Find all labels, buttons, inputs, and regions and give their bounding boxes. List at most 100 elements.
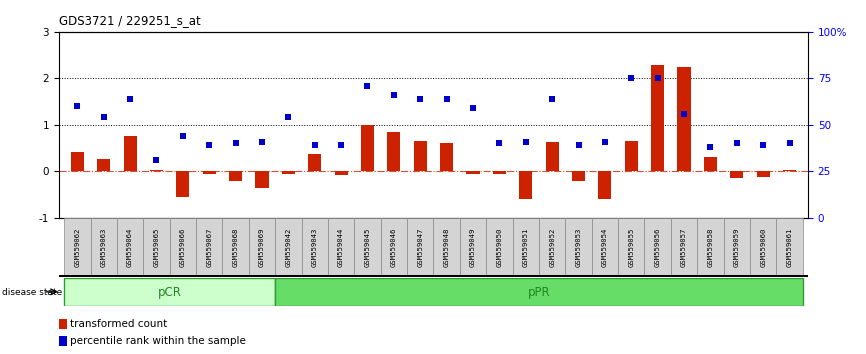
Bar [651, 65, 664, 171]
Bar [255, 171, 268, 188]
Text: GSM559062: GSM559062 [74, 227, 81, 267]
Point [703, 144, 717, 150]
Point [123, 96, 137, 102]
FancyBboxPatch shape [381, 218, 407, 276]
FancyBboxPatch shape [196, 218, 223, 276]
Text: GSM559055: GSM559055 [628, 227, 634, 267]
Point [519, 139, 533, 144]
Point [730, 141, 744, 146]
Bar [150, 170, 163, 171]
Bar [124, 136, 137, 171]
Bar [598, 171, 611, 199]
Point [360, 83, 374, 88]
Bar [308, 154, 321, 171]
Bar [334, 171, 348, 175]
Point [624, 75, 638, 81]
Point [97, 115, 111, 120]
Text: transformed count: transformed count [70, 319, 167, 329]
Point [546, 96, 559, 102]
Text: GSM559048: GSM559048 [443, 227, 449, 267]
FancyBboxPatch shape [223, 218, 249, 276]
Point [334, 142, 348, 148]
Text: GSM559052: GSM559052 [549, 227, 555, 267]
Bar [275, 278, 803, 306]
Text: percentile rank within the sample: percentile rank within the sample [70, 336, 246, 346]
Bar [730, 171, 743, 178]
Point [70, 103, 84, 109]
FancyBboxPatch shape [170, 218, 196, 276]
Text: GDS3721 / 229251_s_at: GDS3721 / 229251_s_at [59, 14, 201, 27]
Bar [757, 171, 770, 177]
FancyBboxPatch shape [671, 218, 697, 276]
Bar [59, 319, 67, 329]
Bar [64, 278, 275, 306]
Text: GSM559046: GSM559046 [391, 227, 397, 267]
FancyBboxPatch shape [434, 218, 460, 276]
Text: GSM559045: GSM559045 [365, 227, 371, 267]
Bar [203, 171, 216, 173]
Text: GSM559069: GSM559069 [259, 227, 265, 267]
Text: pCR: pCR [158, 286, 182, 298]
FancyBboxPatch shape [143, 218, 170, 276]
Bar [59, 336, 67, 346]
FancyBboxPatch shape [328, 218, 354, 276]
Text: GSM559060: GSM559060 [760, 227, 766, 267]
Bar [281, 171, 295, 175]
Point [756, 142, 770, 148]
Point [677, 111, 691, 116]
FancyBboxPatch shape [776, 218, 803, 276]
Text: GSM559056: GSM559056 [655, 227, 661, 267]
Text: GSM559068: GSM559068 [233, 227, 239, 267]
Text: disease state: disease state [2, 287, 62, 297]
Bar [572, 171, 585, 182]
Point [203, 142, 216, 148]
Point [650, 75, 664, 81]
FancyBboxPatch shape [644, 218, 671, 276]
Text: GSM559059: GSM559059 [734, 227, 740, 267]
FancyBboxPatch shape [249, 218, 275, 276]
Bar [704, 157, 717, 171]
Text: GSM559065: GSM559065 [153, 227, 159, 267]
Bar [229, 171, 242, 182]
Point [598, 139, 611, 144]
FancyBboxPatch shape [301, 218, 328, 276]
FancyBboxPatch shape [486, 218, 513, 276]
FancyBboxPatch shape [64, 218, 91, 276]
Text: GSM559061: GSM559061 [786, 227, 792, 267]
Point [307, 142, 321, 148]
FancyBboxPatch shape [750, 218, 776, 276]
Point [229, 141, 242, 146]
FancyBboxPatch shape [275, 218, 301, 276]
Text: GSM559049: GSM559049 [470, 227, 476, 267]
Point [176, 133, 190, 139]
FancyBboxPatch shape [354, 218, 381, 276]
Text: GSM559066: GSM559066 [180, 227, 186, 267]
Text: GSM559064: GSM559064 [127, 227, 133, 267]
Text: GSM559051: GSM559051 [523, 227, 529, 267]
Text: GSM559058: GSM559058 [708, 227, 714, 267]
FancyBboxPatch shape [91, 218, 117, 276]
Bar [783, 170, 796, 171]
Point [466, 105, 480, 111]
Bar [177, 171, 190, 197]
Bar [467, 171, 480, 173]
FancyBboxPatch shape [513, 218, 539, 276]
Bar [414, 141, 427, 171]
Bar [677, 67, 690, 171]
Point [281, 115, 295, 120]
Text: GSM559063: GSM559063 [100, 227, 107, 267]
Point [440, 96, 454, 102]
Bar [624, 141, 638, 171]
FancyBboxPatch shape [539, 218, 565, 276]
Text: GSM559047: GSM559047 [417, 227, 423, 267]
Text: GSM559053: GSM559053 [576, 227, 581, 267]
Point [150, 157, 164, 163]
Point [413, 96, 427, 102]
FancyBboxPatch shape [618, 218, 644, 276]
Point [493, 141, 507, 146]
Point [783, 141, 797, 146]
Bar [519, 171, 533, 199]
Text: GSM559054: GSM559054 [602, 227, 608, 267]
Point [572, 142, 585, 148]
Text: GSM559042: GSM559042 [286, 227, 291, 267]
